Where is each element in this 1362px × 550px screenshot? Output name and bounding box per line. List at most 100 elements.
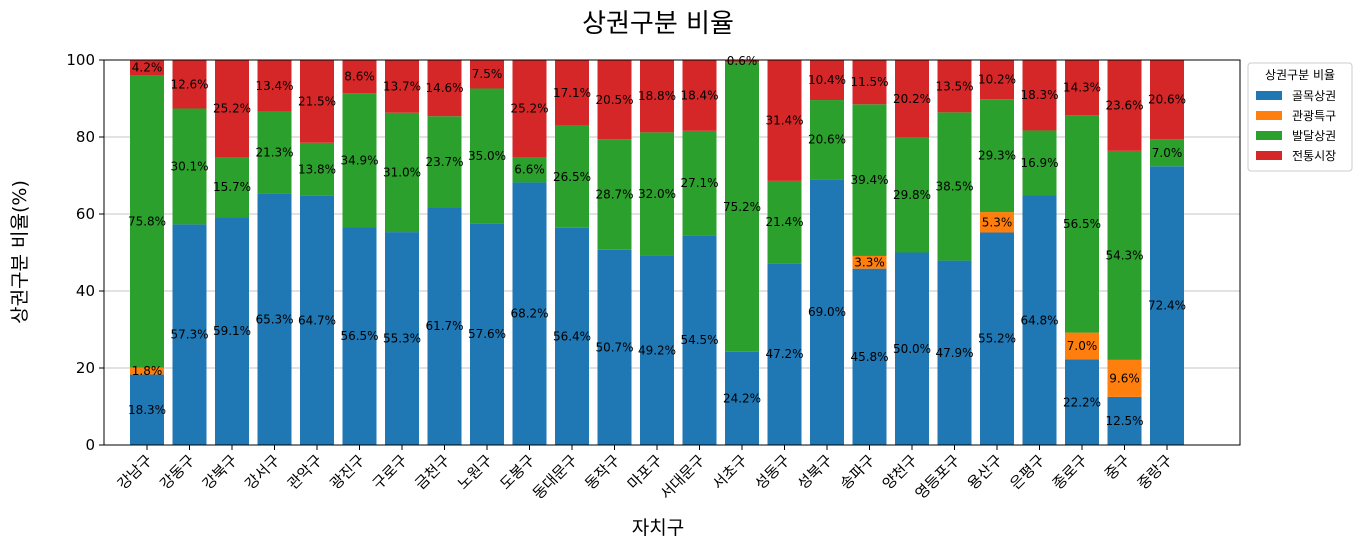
data-label: 38.5%	[935, 179, 973, 193]
data-label: 65.3%	[255, 312, 293, 326]
data-label: 35.0%	[468, 149, 506, 163]
data-label: 4.2%	[132, 61, 163, 75]
bar-segment	[427, 60, 462, 117]
bar-segment	[470, 88, 504, 224]
x-tick-label: 강서구	[241, 451, 283, 493]
bar-segment	[130, 75, 164, 368]
bar-segment	[810, 60, 844, 101]
data-label: 45.8%	[850, 350, 888, 364]
x-tick-label: 성북구	[794, 451, 836, 493]
data-label: 3.3%	[854, 255, 885, 269]
data-label: 14.3%	[1063, 81, 1101, 95]
bar-segment	[1065, 115, 1099, 333]
data-label: 29.8%	[893, 188, 931, 202]
legend-swatch	[1256, 151, 1282, 160]
data-label: 8.6%	[344, 70, 375, 84]
data-label: 11.5%	[850, 75, 888, 89]
data-labels: 18.3% 1.8% 75.8% 4.2% 57.3% 30.1% 12.6% 59.1% 15…	[128, 54, 1186, 428]
data-label: 21.5%	[298, 94, 336, 108]
data-label: 47.9%	[935, 346, 973, 360]
data-label: 64.8%	[1020, 313, 1058, 327]
bar-segment	[937, 112, 972, 261]
bar-segment	[555, 227, 589, 445]
bar-segment	[130, 367, 164, 375]
x-tick-label: 강남구	[114, 451, 156, 493]
data-label: 56.5%	[340, 329, 378, 343]
data-label: 18.8%	[638, 89, 676, 103]
data-label: 54.3%	[1105, 248, 1143, 262]
bar-segment	[215, 60, 249, 158]
bar-segment	[937, 60, 972, 113]
bar-segment	[300, 60, 334, 143]
x-tick-label: 동대문구	[529, 451, 581, 503]
data-label: 14.6%	[425, 81, 463, 95]
y-tick-label: 80	[76, 128, 95, 146]
data-label: 57.3%	[170, 328, 208, 342]
bar-segment	[385, 112, 419, 233]
data-label: 29.3%	[978, 149, 1016, 163]
x-tick-label: 구로구	[369, 451, 411, 493]
data-label: 9.6%	[1109, 371, 1140, 385]
y-tick-label: 0	[85, 436, 95, 454]
x-tick-label: 종로구	[1049, 451, 1091, 493]
data-label: 10.2%	[978, 73, 1016, 87]
bar-segment	[682, 130, 717, 236]
data-label: 25.2%	[213, 102, 251, 116]
bar-segment	[1065, 332, 1099, 360]
data-label: 13.8%	[298, 162, 336, 176]
data-label: 5.3%	[982, 215, 1013, 229]
data-label: 26.5%	[553, 170, 591, 184]
bar-segment	[257, 111, 292, 194]
bar-segment	[725, 62, 759, 352]
x-tick-label: 강동구	[156, 451, 198, 493]
data-label: 18.3%	[1020, 88, 1058, 102]
bar-segment	[172, 224, 207, 445]
data-label: 1.8%	[132, 364, 163, 378]
data-label: 7.0%	[1067, 339, 1098, 353]
data-label: 56.5%	[1063, 217, 1101, 231]
bar-segment	[1107, 359, 1142, 397]
data-label: 55.2%	[978, 332, 1016, 346]
bar-segment	[767, 263, 802, 445]
bar-segment	[130, 374, 164, 445]
data-label: 59.1%	[213, 324, 251, 338]
data-label: 47.2%	[765, 347, 803, 361]
data-label: 34.9%	[340, 153, 378, 167]
bars	[130, 59, 1184, 445]
data-label: 55.3%	[383, 332, 421, 346]
bar-segment	[1107, 396, 1142, 445]
bar-segment	[1022, 195, 1057, 445]
x-axis-label: 자치구	[632, 517, 684, 539]
bar-segment	[682, 235, 717, 445]
data-label: 72.4%	[1148, 299, 1186, 313]
data-label: 20.5%	[595, 93, 633, 107]
plot-frame	[103, 59, 1241, 446]
data-label: 20.2%	[893, 92, 931, 106]
x-tick-label: 관악구	[284, 451, 326, 493]
bar-segment	[172, 60, 207, 109]
bar-segment	[980, 212, 1014, 233]
legend-swatch	[1256, 131, 1282, 140]
bar-segment	[640, 60, 674, 133]
y-tick-label: 60	[76, 205, 95, 223]
data-label: 49.2%	[638, 343, 676, 357]
data-label: 15.7%	[213, 180, 251, 194]
bar-segment	[852, 255, 887, 269]
data-label: 20.6%	[808, 133, 846, 147]
bar-segment	[682, 60, 717, 131]
bar-segment	[130, 59, 164, 76]
bar-segment	[852, 268, 887, 445]
x-tick-label: 금천구	[411, 451, 453, 493]
bar-segment	[767, 60, 802, 181]
data-label: 24.2%	[723, 391, 761, 405]
data-label: 13.5%	[935, 79, 973, 93]
y-tick-label: 20	[76, 359, 95, 377]
bar-segment	[512, 157, 547, 183]
data-label: 7.5%	[472, 67, 503, 81]
x-tick-label: 송파구	[836, 451, 878, 493]
data-label: 39.4%	[850, 173, 888, 187]
bar-segment	[725, 351, 759, 445]
bar-segment	[512, 182, 547, 445]
